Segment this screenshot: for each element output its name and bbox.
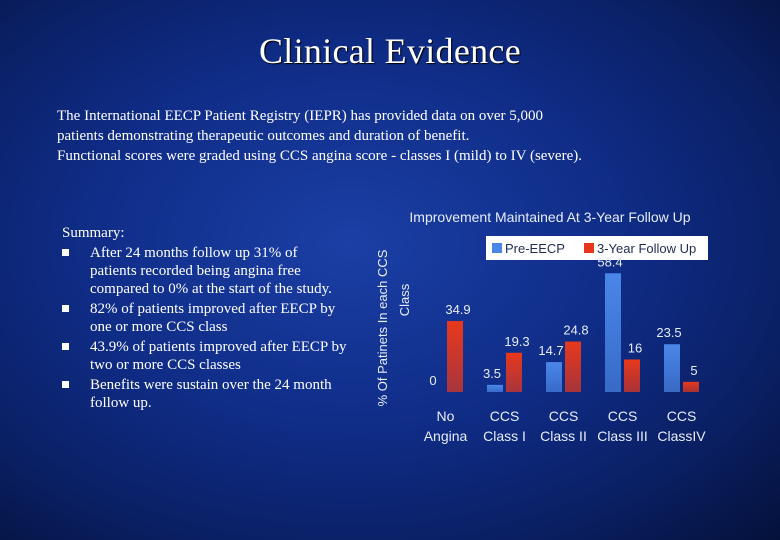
data-label: 58.4 bbox=[597, 254, 622, 269]
data-label: 24.8 bbox=[563, 323, 588, 338]
category-label: No bbox=[437, 408, 455, 424]
bar bbox=[487, 384, 503, 392]
bar bbox=[605, 273, 621, 392]
data-label: 16 bbox=[628, 340, 642, 355]
legend-swatch bbox=[584, 243, 594, 253]
square-bullet-icon bbox=[62, 343, 69, 350]
category-label: CCS bbox=[490, 408, 520, 424]
legend-label: 3-Year Follow Up bbox=[597, 241, 696, 256]
data-label: 19.3 bbox=[504, 334, 529, 349]
summary-item-text: 43.9% of patients improved after EECP by… bbox=[90, 339, 347, 373]
legend-box bbox=[486, 236, 708, 260]
category-label: Class I bbox=[483, 428, 526, 444]
data-label: 5 bbox=[690, 363, 697, 378]
bar bbox=[447, 321, 463, 392]
bar bbox=[506, 352, 522, 392]
summary-item: Benefits were sustain over the 24 month … bbox=[62, 376, 347, 412]
chart-title: Improvement Maintained At 3-Year Follow … bbox=[409, 209, 690, 225]
intro-line: patients demonstrating therapeutic outco… bbox=[57, 128, 470, 144]
bar bbox=[565, 341, 581, 392]
bar-chart: Improvement Maintained At 3-Year Follow … bbox=[375, 209, 708, 444]
y-axis-label: % Of Patinets In each CCS Class bbox=[375, 249, 412, 406]
data-label: 23.5 bbox=[656, 325, 681, 340]
summary-item: 82% of patients improved after EECP by o… bbox=[62, 300, 347, 336]
category-label: CCS bbox=[667, 408, 697, 424]
summary-section: Summary: After 24 months follow up 31% o… bbox=[62, 224, 347, 414]
intro-text: The International EECP Patient Registry … bbox=[57, 106, 747, 166]
summary-item: 43.9% of patients improved after EECP by… bbox=[62, 338, 347, 374]
intro-line: Functional scores were graded using CCS … bbox=[57, 148, 582, 164]
square-bullet-icon bbox=[62, 381, 69, 388]
category-label: ClassIV bbox=[657, 428, 706, 444]
square-bullet-icon bbox=[62, 305, 69, 312]
summary-item-text: 82% of patients improved after EECP by o… bbox=[90, 301, 336, 335]
data-label: 3.5 bbox=[483, 366, 501, 381]
legend-swatch bbox=[492, 243, 502, 253]
bar bbox=[664, 344, 680, 392]
data-label: 34.9 bbox=[445, 302, 470, 317]
summary-title: Summary: bbox=[62, 225, 125, 241]
legend-label: Pre-EECP bbox=[505, 241, 565, 256]
slide-title: Clinical Evidence bbox=[258, 31, 521, 71]
data-label: 0 bbox=[429, 373, 436, 388]
summary-list: After 24 months follow up 31% of patient… bbox=[62, 244, 347, 412]
intro-line: The International EECP Patient Registry … bbox=[57, 108, 544, 124]
category-label: Class III bbox=[597, 428, 648, 444]
data-label: 14.7 bbox=[538, 343, 563, 358]
category-label: Class II bbox=[540, 428, 587, 444]
bar bbox=[624, 359, 640, 392]
category-label: CCS bbox=[549, 408, 579, 424]
square-bullet-icon bbox=[62, 249, 69, 256]
summary-item: After 24 months follow up 31% of patient… bbox=[62, 244, 347, 298]
bar bbox=[546, 362, 562, 392]
category-label: CCS bbox=[608, 408, 638, 424]
bar bbox=[683, 381, 699, 392]
category-label: Angina bbox=[424, 428, 468, 444]
summary-item-text: Benefits were sustain over the 24 month … bbox=[90, 377, 332, 411]
summary-item-text: After 24 months follow up 31% of patient… bbox=[90, 245, 332, 297]
